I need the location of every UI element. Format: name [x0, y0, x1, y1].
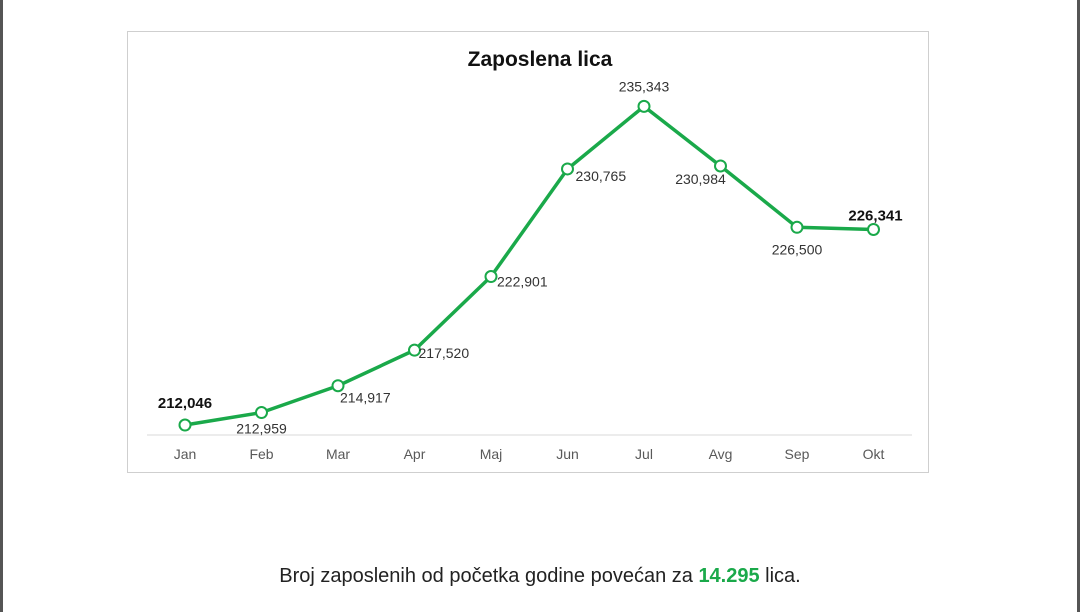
page-edge-left: [0, 0, 3, 612]
data-label: 230,765: [576, 168, 627, 184]
data-label: 222,901: [497, 274, 548, 290]
x-tick-label: Maj: [480, 446, 503, 462]
data-point-marker: [561, 162, 574, 176]
data-label: 212,046: [158, 395, 212, 412]
data-label: 212,959: [236, 421, 287, 437]
x-tick-label: Okt: [863, 446, 885, 462]
x-tick-label: Sep: [785, 446, 810, 462]
caption-suffix: lica.: [759, 565, 801, 587]
data-label: 226,341: [848, 207, 902, 224]
data-point-marker: [331, 379, 345, 393]
data-label: 214,917: [340, 390, 391, 406]
data-point-marker: [484, 270, 498, 284]
data-point-marker: [255, 406, 268, 420]
chart-frame: [127, 31, 929, 473]
chart-title: Zaposlena lica: [467, 48, 613, 71]
x-tick-label: Jun: [556, 446, 579, 462]
x-tick-label: Avg: [709, 446, 733, 462]
x-tick-label: Feb: [249, 446, 273, 462]
x-tick-label: Jul: [635, 446, 653, 462]
caption-highlight: 14.295: [698, 565, 760, 587]
data-point-marker: [790, 220, 804, 234]
data-point-marker: [867, 222, 880, 236]
data-label: 226,500: [772, 241, 823, 257]
caption-prefix: Broj zaposlenih od početka godine poveća…: [279, 565, 699, 587]
x-tick-label: Jan: [174, 446, 197, 462]
data-label: 217,520: [419, 345, 470, 361]
caption: Broj zaposlenih od početka godine poveća…: [0, 565, 1080, 588]
data-point-marker: [714, 159, 727, 173]
data-point-marker: [408, 343, 421, 357]
series-line: [183, 104, 876, 427]
data-point-marker: [178, 418, 192, 432]
data-label: 235,343: [619, 78, 670, 94]
data-point-marker: [637, 99, 651, 113]
data-label: 230,984: [675, 171, 726, 187]
page-edge-right: [1077, 0, 1080, 612]
x-tick-label: Apr: [404, 446, 426, 462]
x-tick-label: Mar: [326, 446, 350, 462]
